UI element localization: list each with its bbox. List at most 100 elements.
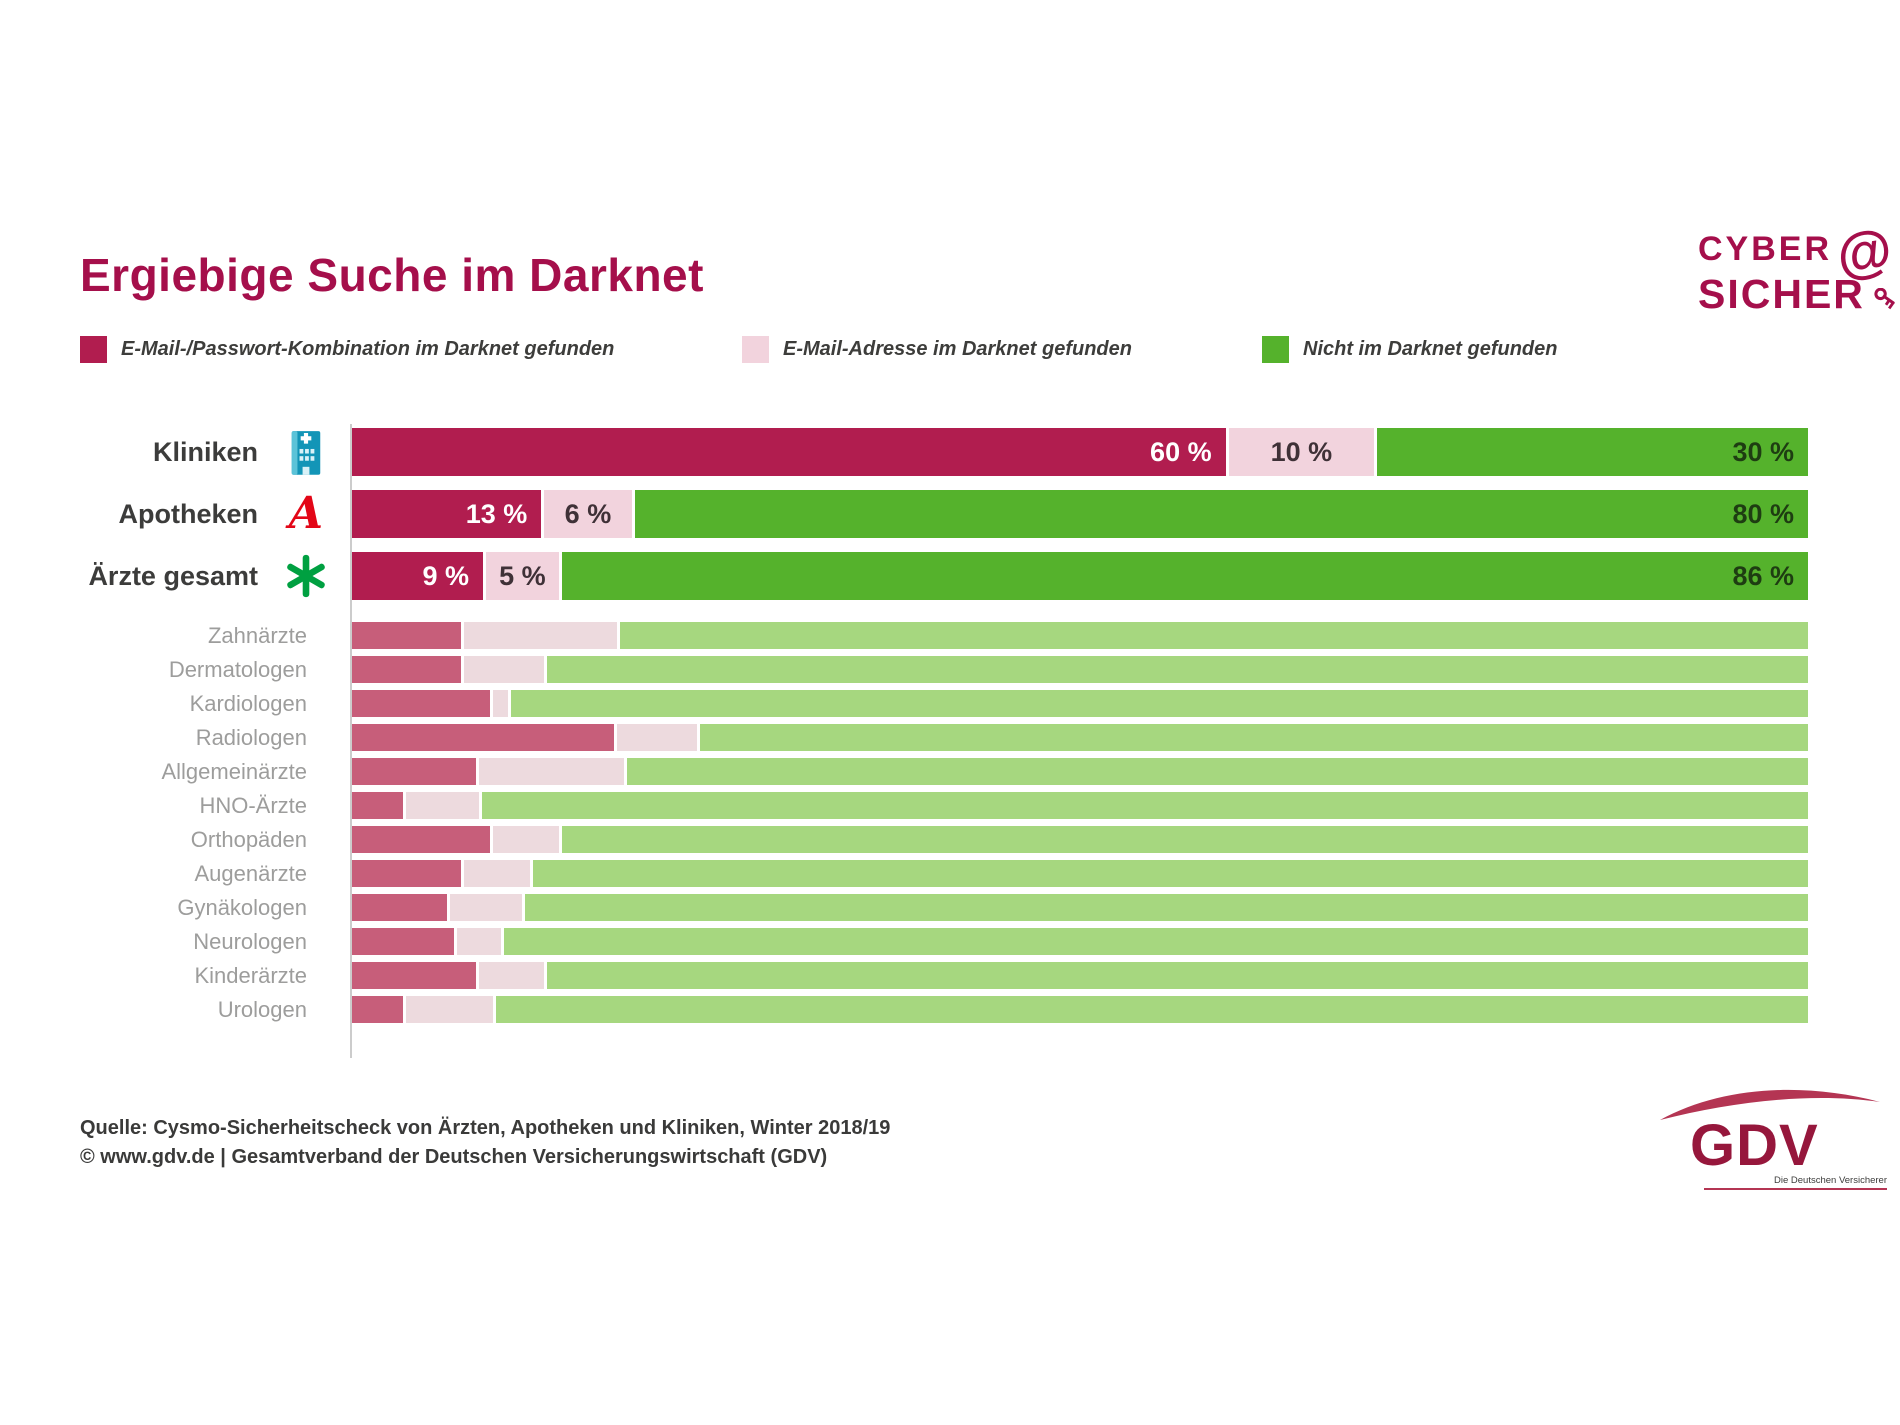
segment-pink — [405, 792, 479, 819]
source-note: Quelle: Cysmo-Sicherheitscheck von Ärzte… — [80, 1114, 890, 1172]
segment-red — [352, 826, 491, 853]
bar-row-allgemein-rzte — [352, 758, 1808, 785]
segment-red — [352, 792, 403, 819]
row-label: Ärzte gesamt — [88, 561, 258, 591]
value-label: 9 % — [422, 560, 470, 591]
row-label: Radiologen — [195, 725, 307, 750]
segment-red — [352, 894, 447, 921]
segment-pink: 6 % — [544, 490, 632, 538]
segment-pink — [617, 724, 698, 751]
segment-green — [525, 894, 1808, 921]
segment-pink: 10 % — [1228, 428, 1375, 476]
source-line-1: Quelle: Cysmo-Sicherheitscheck von Ärzte… — [80, 1117, 891, 1139]
segment-green: 30 % — [1377, 428, 1808, 476]
segment-red — [352, 758, 476, 785]
bar-row-gyn-kologen — [352, 894, 1808, 921]
segment-red — [352, 724, 615, 751]
legend-swatch-pink — [742, 335, 769, 363]
segment-green — [510, 690, 1808, 717]
row-label: HNO-Ärzte — [199, 793, 307, 818]
segment-pink — [493, 826, 559, 853]
row-label: Augenärzte — [194, 861, 307, 886]
bar-row-orthop-den — [352, 826, 1808, 853]
segment-green — [532, 860, 1808, 887]
gdv-logo: GDV Die Deutschen Versicherer — [1652, 1082, 1887, 1190]
row-label: Kardiologen — [189, 691, 307, 716]
legend-item-email-found: E-Mail-Adresse im Darknet gefunden — [742, 334, 1132, 364]
value-label: 13 % — [465, 498, 528, 529]
segment-red — [352, 622, 462, 649]
segment-green: 80 % — [634, 490, 1808, 538]
segment-red: 60 % — [352, 428, 1226, 476]
row-label: Apotheken — [118, 499, 258, 529]
legend-label: E-Mail-/Passwort-Kombination im Darknet … — [121, 337, 615, 360]
segment-pink — [405, 996, 494, 1023]
row-label: Kinderärzte — [194, 963, 307, 988]
value-label: 80 % — [1732, 498, 1794, 529]
segment-green — [620, 622, 1808, 649]
row-label: Dermatologen — [168, 657, 307, 682]
page-title: Ergiebige Suche im Darknet — [80, 249, 704, 301]
segment-pink — [464, 656, 545, 683]
bar-row-kliniken: 60 % 10 % 30 % — [352, 428, 1808, 476]
axis-line — [350, 424, 352, 1058]
legend-swatch-green — [1262, 335, 1289, 363]
segment-green — [496, 996, 1808, 1023]
segment-pink — [478, 962, 545, 989]
bar-row--rzte-gesamt: 9 % 5 % 86 % — [352, 552, 1808, 600]
segment-green — [503, 928, 1808, 955]
key-icon — [1868, 287, 1896, 321]
segment-pink — [464, 860, 530, 887]
apotheke-icon: A — [288, 488, 324, 539]
row-label: Neurologen — [193, 929, 307, 954]
bar-row-apotheken: 13 % 6 % 80 % — [352, 490, 1808, 538]
bar-row-dermatologen — [352, 656, 1808, 683]
brand-line-1: CYBER @ — [1698, 217, 1896, 287]
segment-red: 13 % — [352, 490, 542, 538]
segment-red — [352, 962, 476, 989]
segment-red — [352, 690, 491, 717]
value-label: 10 % — [1270, 436, 1333, 467]
segment-red — [352, 928, 454, 955]
segment-green — [700, 724, 1808, 751]
segment-red: 9 % — [352, 552, 484, 600]
segment-pink — [449, 894, 523, 921]
row-label: Kliniken — [152, 437, 258, 467]
value-label: 6 % — [564, 498, 612, 529]
legend-swatch-red — [80, 335, 107, 363]
bar-row-radiologen — [352, 724, 1808, 751]
segment-pink — [464, 622, 618, 649]
value-label: 5 % — [499, 560, 546, 591]
row-label: Allgemeinärzte — [161, 759, 307, 784]
segment-green — [561, 826, 1808, 853]
legend-label: E-Mail-Adresse im Darknet gefunden — [783, 337, 1132, 360]
segment-green — [627, 758, 1808, 785]
bar-row-neurologen — [352, 928, 1808, 955]
cybersicher-logo: CYBER @ SICHER — [1698, 217, 1896, 317]
segment-pink: 5 % — [486, 552, 559, 600]
star-of-life-icon — [268, 552, 344, 600]
segment-red — [352, 996, 403, 1023]
segment-red — [352, 860, 462, 887]
gdv-swoosh-icon — [1660, 1089, 1880, 1120]
bar-row-urologen — [352, 996, 1808, 1023]
segment-green — [481, 792, 1808, 819]
value-label: 60 % — [1150, 436, 1212, 467]
legend-label: Nicht im Darknet gefunden — [1303, 337, 1558, 360]
hospital-icon — [268, 428, 344, 476]
legend-item-not-found: Nicht im Darknet gefunden — [1262, 334, 1557, 364]
brand-line-2: SICHER — [1698, 271, 1888, 317]
brand-word-sicher: SICHER — [1698, 271, 1865, 317]
gdv-tagline: Die Deutschen Versicherer — [1704, 1175, 1887, 1190]
segment-pink — [493, 690, 508, 717]
segment-green — [547, 962, 1808, 989]
segment-green: 86 % — [561, 552, 1808, 600]
segment-red — [352, 656, 462, 683]
row-label: Zahnärzte — [207, 623, 307, 648]
segment-pink — [478, 758, 625, 785]
bar-row-kinder-rzte — [352, 962, 1808, 989]
bar-row-hno-rzte — [352, 792, 1808, 819]
gdv-wordmark: GDV — [1690, 1113, 1819, 1178]
